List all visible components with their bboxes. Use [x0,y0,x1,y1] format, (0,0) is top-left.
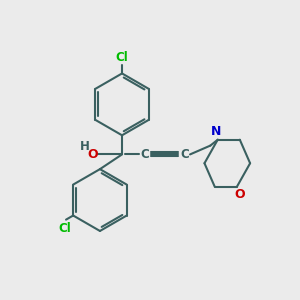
Text: Cl: Cl [58,222,71,235]
Text: O: O [87,148,98,161]
Text: H: H [80,140,90,153]
Text: Cl: Cl [116,51,128,64]
Text: O: O [234,188,244,201]
Text: C: C [180,148,189,161]
Text: C: C [140,148,149,161]
Text: N: N [211,125,221,138]
